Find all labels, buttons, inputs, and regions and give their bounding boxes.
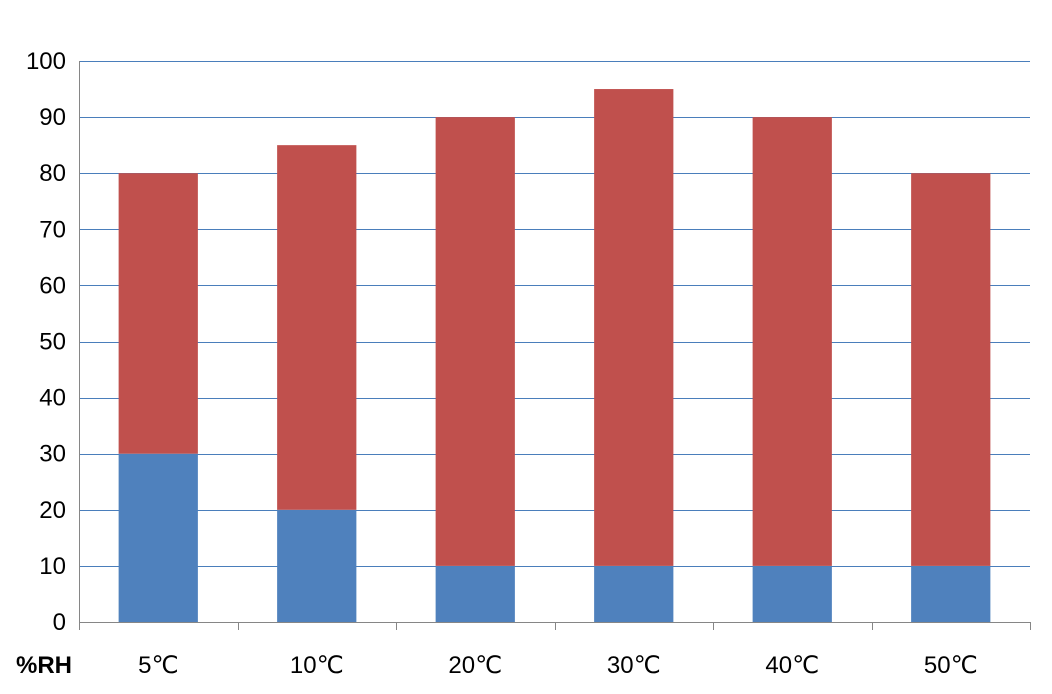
y-tick-label-0: 0 [53,609,66,636]
bar-segment-red-3 [594,89,674,566]
bar-segment-blue-4 [752,565,832,622]
y-tick-label-50: 50 [39,329,66,356]
y-tick-label-10: 10 [39,553,66,580]
x-tick-label-1: 10℃ [290,652,344,679]
bar-segment-blue-2 [435,565,515,622]
bar-segment-red-1 [277,145,357,510]
bar-segment-red-4 [752,117,832,566]
y-tick-label-20: 20 [39,497,66,524]
bar-segment-red-5 [911,173,991,566]
bars [118,89,991,622]
y-tick-label-70: 70 [39,216,66,243]
gridlines [79,61,1030,567]
y-tick-label-60: 60 [39,272,66,299]
y-tick-label-30: 30 [39,441,66,468]
bar-segment-red-0 [118,173,198,454]
x-axis-unit-label: %RH [16,652,72,679]
y-tick-label-90: 90 [39,104,66,131]
x-tick-label-2: 20℃ [448,652,502,679]
x-tick-label-0: 5℃ [138,652,178,679]
x-tick-label-4: 40℃ [765,652,819,679]
bar-segment-blue-1 [277,509,357,622]
y-tick-label-100: 100 [26,48,66,75]
bar-segment-blue-3 [594,565,674,622]
y-tick-label-40: 40 [39,385,66,412]
bar-segment-blue-5 [911,565,991,622]
bar-segment-red-2 [435,117,515,566]
x-tick-label-3: 30℃ [607,652,661,679]
x-tick-label-5: 50℃ [924,652,978,679]
axis-labels: %RH 0 10 20 30 40 50 60 70 80 90 100 5℃ 10℃ 20℃ 30℃ 40℃… [16,48,978,679]
axes [79,61,1031,630]
bar-segment-blue-0 [118,453,198,622]
y-tick-label-80: 80 [39,160,66,187]
